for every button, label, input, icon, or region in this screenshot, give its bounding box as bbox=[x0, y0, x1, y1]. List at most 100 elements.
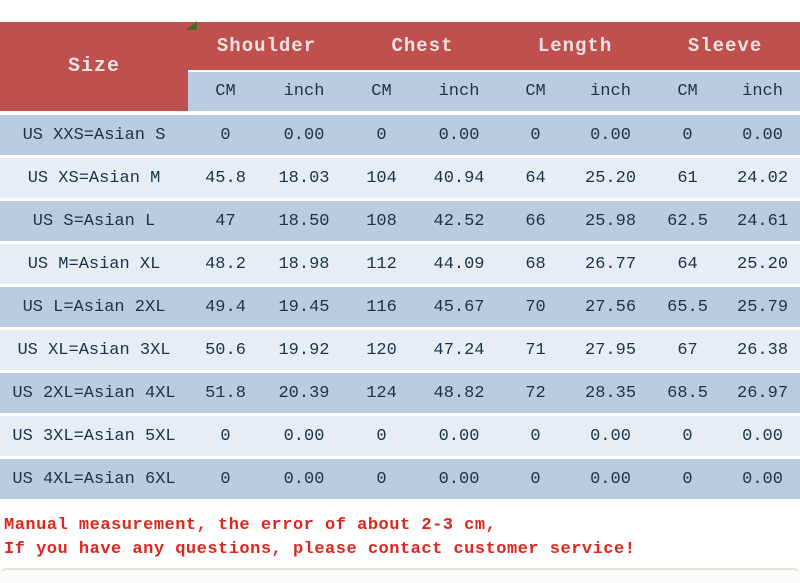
measurement-value: 45.8 bbox=[188, 158, 263, 201]
measurement-value: 26.97 bbox=[725, 373, 800, 416]
measurement-value: 65.5 bbox=[650, 287, 726, 330]
units-header-row: CM inch CM inch CM inch CM inch bbox=[0, 72, 800, 115]
green-corner-marker-icon bbox=[186, 21, 197, 30]
measurement-value: 68 bbox=[500, 244, 572, 287]
measurement-value: 26.38 bbox=[725, 330, 800, 373]
table-row: US 2XL=Asian 4XL 51.8 20.39 124 48.82 72 28.35… bbox=[0, 373, 800, 416]
size-table-body: US XXS=Asian S 0 0.00 0 0.00 0 0.00 0 0.00 US XS=… bbox=[0, 115, 800, 502]
measurement-value: 70 bbox=[500, 287, 572, 330]
measurement-value: 67 bbox=[650, 330, 726, 373]
measurement-value: 0 bbox=[650, 459, 726, 502]
shoulder-column-header: Shoulder bbox=[188, 22, 345, 72]
measurement-value: 19.92 bbox=[263, 330, 345, 373]
measurement-value: 51.8 bbox=[188, 373, 263, 416]
measurement-value: 24.61 bbox=[725, 201, 800, 244]
unit-header: CM bbox=[650, 72, 726, 115]
table-row: US XL=Asian 3XL 50.6 19.92 120 47.24 71 27.95 6… bbox=[0, 330, 800, 373]
measurement-value: 48.2 bbox=[188, 244, 263, 287]
measurement-value: 68.5 bbox=[650, 373, 726, 416]
table-header: Size Shoulder Chest Length Sleeve CM inch… bbox=[0, 22, 800, 115]
size-label: US 2XL=Asian 4XL bbox=[0, 373, 188, 416]
measurement-value: 0 bbox=[345, 115, 418, 158]
measurement-value: 44.09 bbox=[418, 244, 501, 287]
size-label: US M=Asian XL bbox=[0, 244, 188, 287]
table-row: US XXS=Asian S 0 0.00 0 0.00 0 0.00 0 0.00 bbox=[0, 115, 800, 158]
measurement-value: 124 bbox=[345, 373, 418, 416]
measurement-value: 0.00 bbox=[571, 459, 651, 502]
measurement-value: 64 bbox=[650, 244, 726, 287]
measurement-value: 72 bbox=[500, 373, 572, 416]
measurement-value: 61 bbox=[650, 158, 726, 201]
unit-header: inch bbox=[571, 72, 651, 115]
size-label: US S=Asian L bbox=[0, 201, 188, 244]
sleeve-column-header: Sleeve bbox=[650, 22, 800, 72]
size-label: US 4XL=Asian 6XL bbox=[0, 459, 188, 502]
measurement-value: 28.35 bbox=[571, 373, 651, 416]
unit-header: CM bbox=[500, 72, 572, 115]
size-label: US L=Asian 2XL bbox=[0, 287, 188, 330]
measurement-value: 0 bbox=[650, 416, 726, 459]
measurement-value: 0 bbox=[188, 459, 263, 502]
length-column-header: Length bbox=[500, 22, 651, 72]
unit-header: CM bbox=[188, 72, 263, 115]
measurement-value: 0.00 bbox=[263, 459, 345, 502]
note-line-1: Manual measurement, the error of about 2… bbox=[4, 516, 497, 535]
measurement-value: 0.00 bbox=[263, 115, 345, 158]
measurement-value: 18.50 bbox=[263, 201, 345, 244]
measurement-value: 47 bbox=[188, 201, 263, 244]
bottom-panel-edge bbox=[0, 568, 800, 583]
unit-header: CM bbox=[345, 72, 418, 115]
measurement-value: 120 bbox=[345, 330, 418, 373]
measurement-value: 45.67 bbox=[418, 287, 501, 330]
table-row: US L=Asian 2XL 49.4 19.45 116 45.67 70 27.56 65… bbox=[0, 287, 800, 330]
chest-column-header: Chest bbox=[345, 22, 501, 72]
measurement-value: 26.77 bbox=[571, 244, 651, 287]
measurement-value: 48.82 bbox=[418, 373, 501, 416]
measurement-value: 50.6 bbox=[188, 330, 263, 373]
unit-header: inch bbox=[725, 72, 800, 115]
measurement-value: 18.03 bbox=[263, 158, 345, 201]
measurement-value: 49.4 bbox=[188, 287, 263, 330]
measurement-value: 19.45 bbox=[263, 287, 345, 330]
measurement-value: 0.00 bbox=[418, 115, 501, 158]
measurement-value: 47.24 bbox=[418, 330, 501, 373]
size-chart-table: Size Shoulder Chest Length Sleeve CM inch… bbox=[0, 22, 800, 502]
measurement-value: 66 bbox=[500, 201, 572, 244]
size-label: US XL=Asian 3XL bbox=[0, 330, 188, 373]
measurement-value: 25.98 bbox=[571, 201, 651, 244]
measurement-value: 108 bbox=[345, 201, 418, 244]
note-line-2: If you have any questions, please contac… bbox=[4, 540, 636, 559]
table-row: US 4XL=Asian 6XL 0 0.00 0 0.00 0 0.00 0 0.00 bbox=[0, 459, 800, 502]
measurement-value: 0 bbox=[500, 115, 572, 158]
size-label: US 3XL=Asian 5XL bbox=[0, 416, 188, 459]
measurement-value: 24.02 bbox=[725, 158, 800, 201]
measurement-value: 25.20 bbox=[725, 244, 800, 287]
size-label: US XS=Asian M bbox=[0, 158, 188, 201]
measurement-value: 0 bbox=[500, 416, 572, 459]
measurement-value: 0.00 bbox=[418, 459, 501, 502]
measurement-value: 0.00 bbox=[571, 115, 651, 158]
table-row: US XS=Asian M 45.8 18.03 104 40.94 64 25.20 61 2… bbox=[0, 158, 800, 201]
top-whitespace bbox=[0, 0, 800, 22]
unit-header: inch bbox=[263, 72, 345, 115]
measurement-value: 0 bbox=[345, 459, 418, 502]
measurement-value: 42.52 bbox=[418, 201, 501, 244]
measurement-value: 0.00 bbox=[725, 459, 800, 502]
measurement-value: 27.56 bbox=[571, 287, 651, 330]
measurement-value: 27.95 bbox=[571, 330, 651, 373]
measurement-value: 18.98 bbox=[263, 244, 345, 287]
measurement-value: 0.00 bbox=[571, 416, 651, 459]
measurement-value: 104 bbox=[345, 158, 418, 201]
table-row: US S=Asian L 47 18.50 108 42.52 66 25.98 62.5 24… bbox=[0, 201, 800, 244]
measurement-value: 112 bbox=[345, 244, 418, 287]
measurement-value: 0.00 bbox=[725, 115, 800, 158]
footer-notes: Manual measurement, the error of about 2… bbox=[0, 502, 800, 562]
measurement-value: 71 bbox=[500, 330, 572, 373]
measurement-value: 0.00 bbox=[725, 416, 800, 459]
measurement-value: 116 bbox=[345, 287, 418, 330]
measurement-value: 40.94 bbox=[418, 158, 501, 201]
measurement-value: 0 bbox=[500, 459, 572, 502]
measurement-value: 25.79 bbox=[725, 287, 800, 330]
measurement-value: 0.00 bbox=[418, 416, 501, 459]
group-header-row: Size Shoulder Chest Length Sleeve bbox=[0, 22, 800, 115]
